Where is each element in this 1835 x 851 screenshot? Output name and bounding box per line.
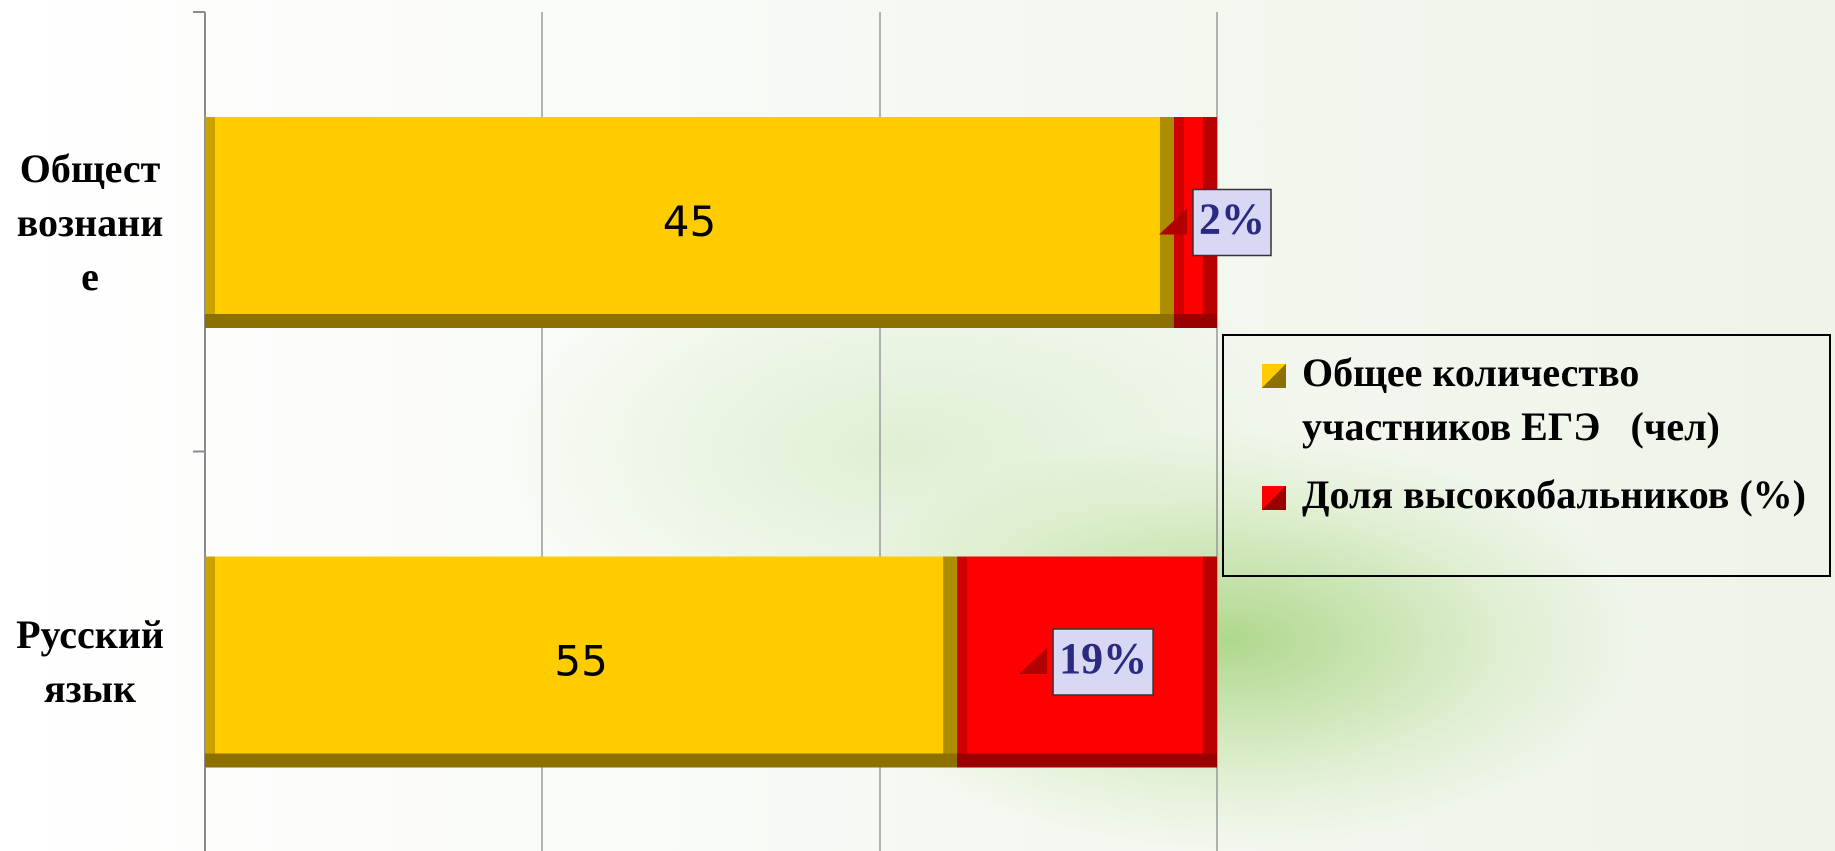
data-label-box — [1192, 188, 1272, 257]
label-marker — [1019, 648, 1048, 674]
bar-bevel-side — [1203, 556, 1217, 768]
legend-label: Общее количество участников ЕГЭ (чел) — [1302, 350, 1720, 449]
legend-item: Доля высокобальников (%) — [1262, 468, 1809, 522]
legend: Общее количество участников ЕГЭ (чел) Дол… — [1222, 334, 1831, 577]
legend-item: Общее количество участников ЕГЭ (чел) — [1262, 346, 1809, 454]
data-label-box — [1052, 628, 1154, 696]
legend-swatch — [1262, 486, 1286, 510]
data-label: 55 — [554, 637, 607, 686]
legend-label: Доля высокобальников (%) — [1302, 472, 1806, 517]
bar-bevel-left — [957, 556, 968, 768]
legend-swatch — [1262, 364, 1286, 388]
data-label: 19% — [1059, 634, 1147, 683]
bar-bevel-side — [1159, 117, 1174, 328]
bar-segment — [205, 556, 958, 768]
bar-segment — [205, 117, 1174, 328]
category-label: Русский язык — [16, 612, 164, 711]
data-label: 2% — [1199, 195, 1265, 244]
category-label: Обществознание — [16, 145, 164, 299]
bar-bevel-left — [205, 117, 215, 328]
bar-bevel-bottom — [205, 314, 1174, 328]
bar-bevel-left — [205, 556, 215, 768]
bar-bevel-bottom — [957, 753, 1217, 768]
bar-bevel-side — [943, 556, 958, 768]
label-marker — [1159, 208, 1187, 235]
data-label: 45 — [663, 197, 716, 246]
bar-bevel-bottom — [205, 753, 958, 768]
